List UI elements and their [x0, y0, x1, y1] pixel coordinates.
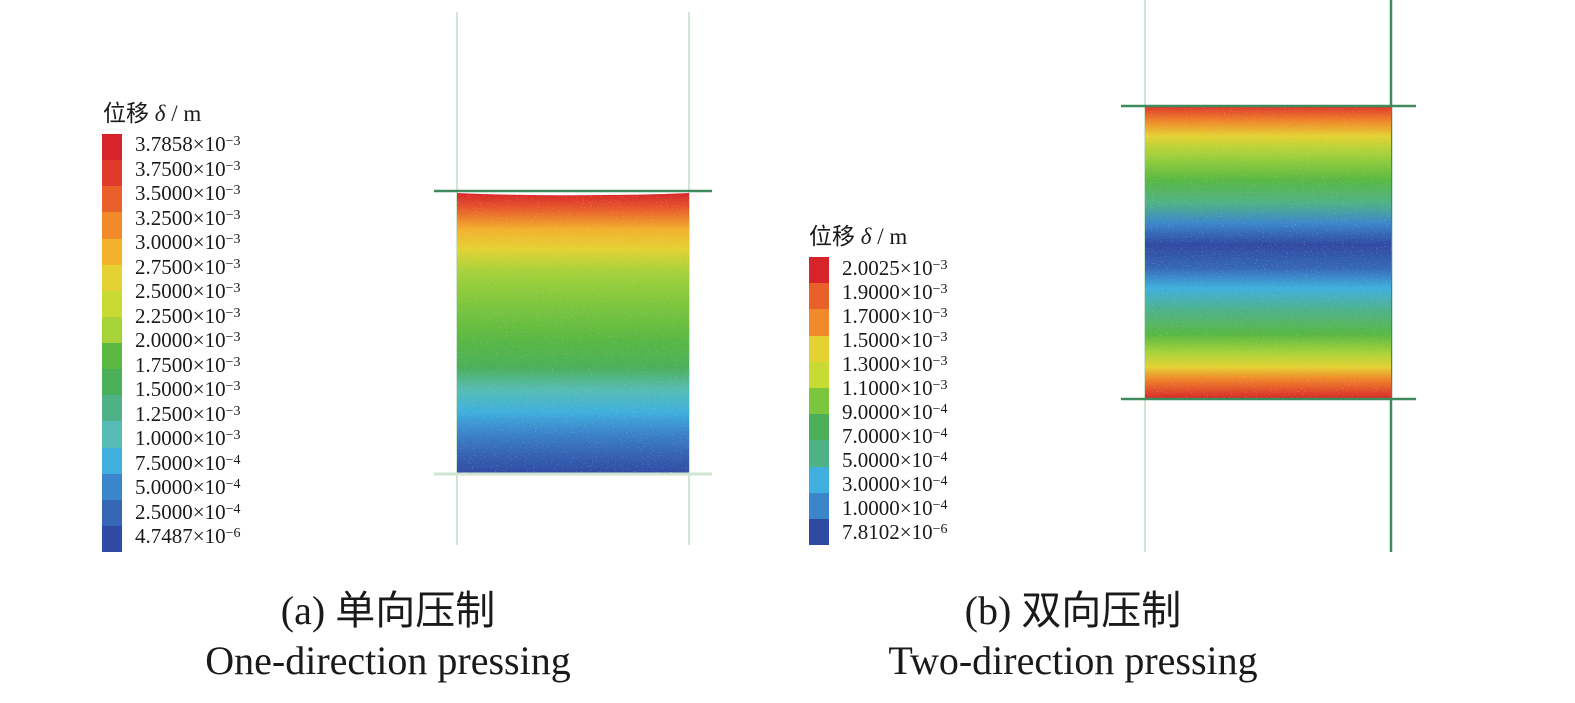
colorbar-swatch	[102, 134, 122, 161]
legend-tick-label: 2.0025×10−3	[842, 256, 948, 280]
legend-tick-label: 1.7500×10−3	[135, 352, 241, 377]
caption-a-en: One-direction pressing	[205, 638, 571, 683]
colorbar-swatch	[102, 369, 122, 396]
colorbar-swatch	[102, 212, 122, 239]
colorbar-swatch	[809, 309, 829, 336]
colorbar-swatch	[102, 316, 122, 343]
legend-tick-label: 5.0000×10−4	[135, 475, 241, 499]
legend-tick-label: 1.3000×10−3	[842, 352, 948, 376]
colorbar-b	[809, 257, 829, 546]
legend-tick-label: 2.7500×10−3	[135, 254, 241, 279]
contour-specimen-a	[457, 193, 689, 474]
legend-tick-label: 3.7500×10−3	[135, 156, 241, 181]
legend-tick-label: 7.0000×10−4	[842, 424, 948, 448]
caption-b: (b) 双向压制 Two-direction pressing	[873, 588, 1273, 684]
legend-title-b: 位移 δ / m	[809, 224, 908, 249]
legend-tick-label: 2.2500×10−3	[135, 303, 241, 328]
colorbar-swatch	[809, 387, 829, 415]
colorbar-swatch	[809, 257, 829, 284]
colorbar-swatch	[102, 473, 122, 500]
colorbar-swatch	[102, 264, 122, 291]
legend-tick-label: 2.5000×10−3	[135, 279, 241, 303]
colorbar-swatch	[809, 283, 829, 310]
legend-tick-label: 3.0000×10−4	[842, 472, 948, 496]
colorbar-swatch	[809, 361, 829, 388]
colorbar-swatch	[102, 186, 122, 213]
caption-a-cn: (a) 单向压制	[280, 588, 496, 633]
legend-tick-label: 2.0000×10−3	[135, 328, 241, 352]
legend-tick-label: 2.5000×10−4	[135, 499, 241, 524]
colorbar-swatch	[809, 414, 829, 441]
legend-tick-label: 1.0000×10−3	[135, 426, 241, 450]
caption-b-en: Two-direction pressing	[888, 638, 1258, 683]
legend-tick-label: 1.5000×10−3	[135, 377, 241, 401]
colorbar-swatch	[102, 525, 122, 552]
legend-tick-label: 3.7858×10−3	[135, 132, 241, 156]
legend-tick-label: 9.0000×10−4	[842, 400, 948, 424]
colorbar-swatch	[102, 290, 122, 317]
colorbar-swatch	[102, 343, 122, 370]
colorbar-swatch	[102, 499, 122, 526]
caption-b-cn: (b) 双向压制	[964, 588, 1182, 633]
legend-tick-label: 3.5000×10−3	[135, 181, 241, 205]
colorbar-swatch	[809, 440, 829, 467]
colorbar-swatch	[809, 492, 829, 519]
colorbar-swatch	[809, 335, 829, 362]
colorbar-swatch	[102, 238, 122, 265]
legend-tick-label: 1.2500×10−3	[135, 401, 241, 426]
caption-a: (a) 单向压制 One-direction pressing	[188, 588, 588, 684]
legend-tick-label: 4.7487×10−6	[135, 524, 241, 548]
colorbar-swatch	[102, 160, 122, 187]
colorbar-swatch	[102, 447, 122, 474]
legend-tick-label: 1.7000×10−3	[842, 304, 948, 328]
colorbar-swatch	[102, 395, 122, 422]
legend-tick-label: 1.5000×10−3	[842, 328, 948, 352]
legend-tick-label: 7.8102×10−6	[842, 520, 948, 544]
contour-specimen-b	[1145, 107, 1391, 399]
legend-tick-label: 1.9000×10−3	[842, 280, 948, 304]
legend-tick-label: 3.0000×10−3	[135, 230, 241, 254]
legend-tick-label: 3.2500×10−3	[135, 205, 241, 230]
legend-tick-label: 5.0000×10−4	[842, 448, 948, 472]
legend-tick-label: 1.0000×10−4	[842, 496, 948, 520]
colorbar-swatch	[102, 421, 122, 448]
colorbar-swatch	[809, 466, 829, 493]
colorbar-a	[102, 134, 122, 552]
legend-tick-label: 7.5000×10−4	[135, 450, 241, 475]
colorbar-swatch	[809, 518, 829, 546]
legend-title-a: 位移 δ / m	[103, 101, 202, 126]
legend-tick-label: 1.1000×10−3	[842, 376, 948, 400]
